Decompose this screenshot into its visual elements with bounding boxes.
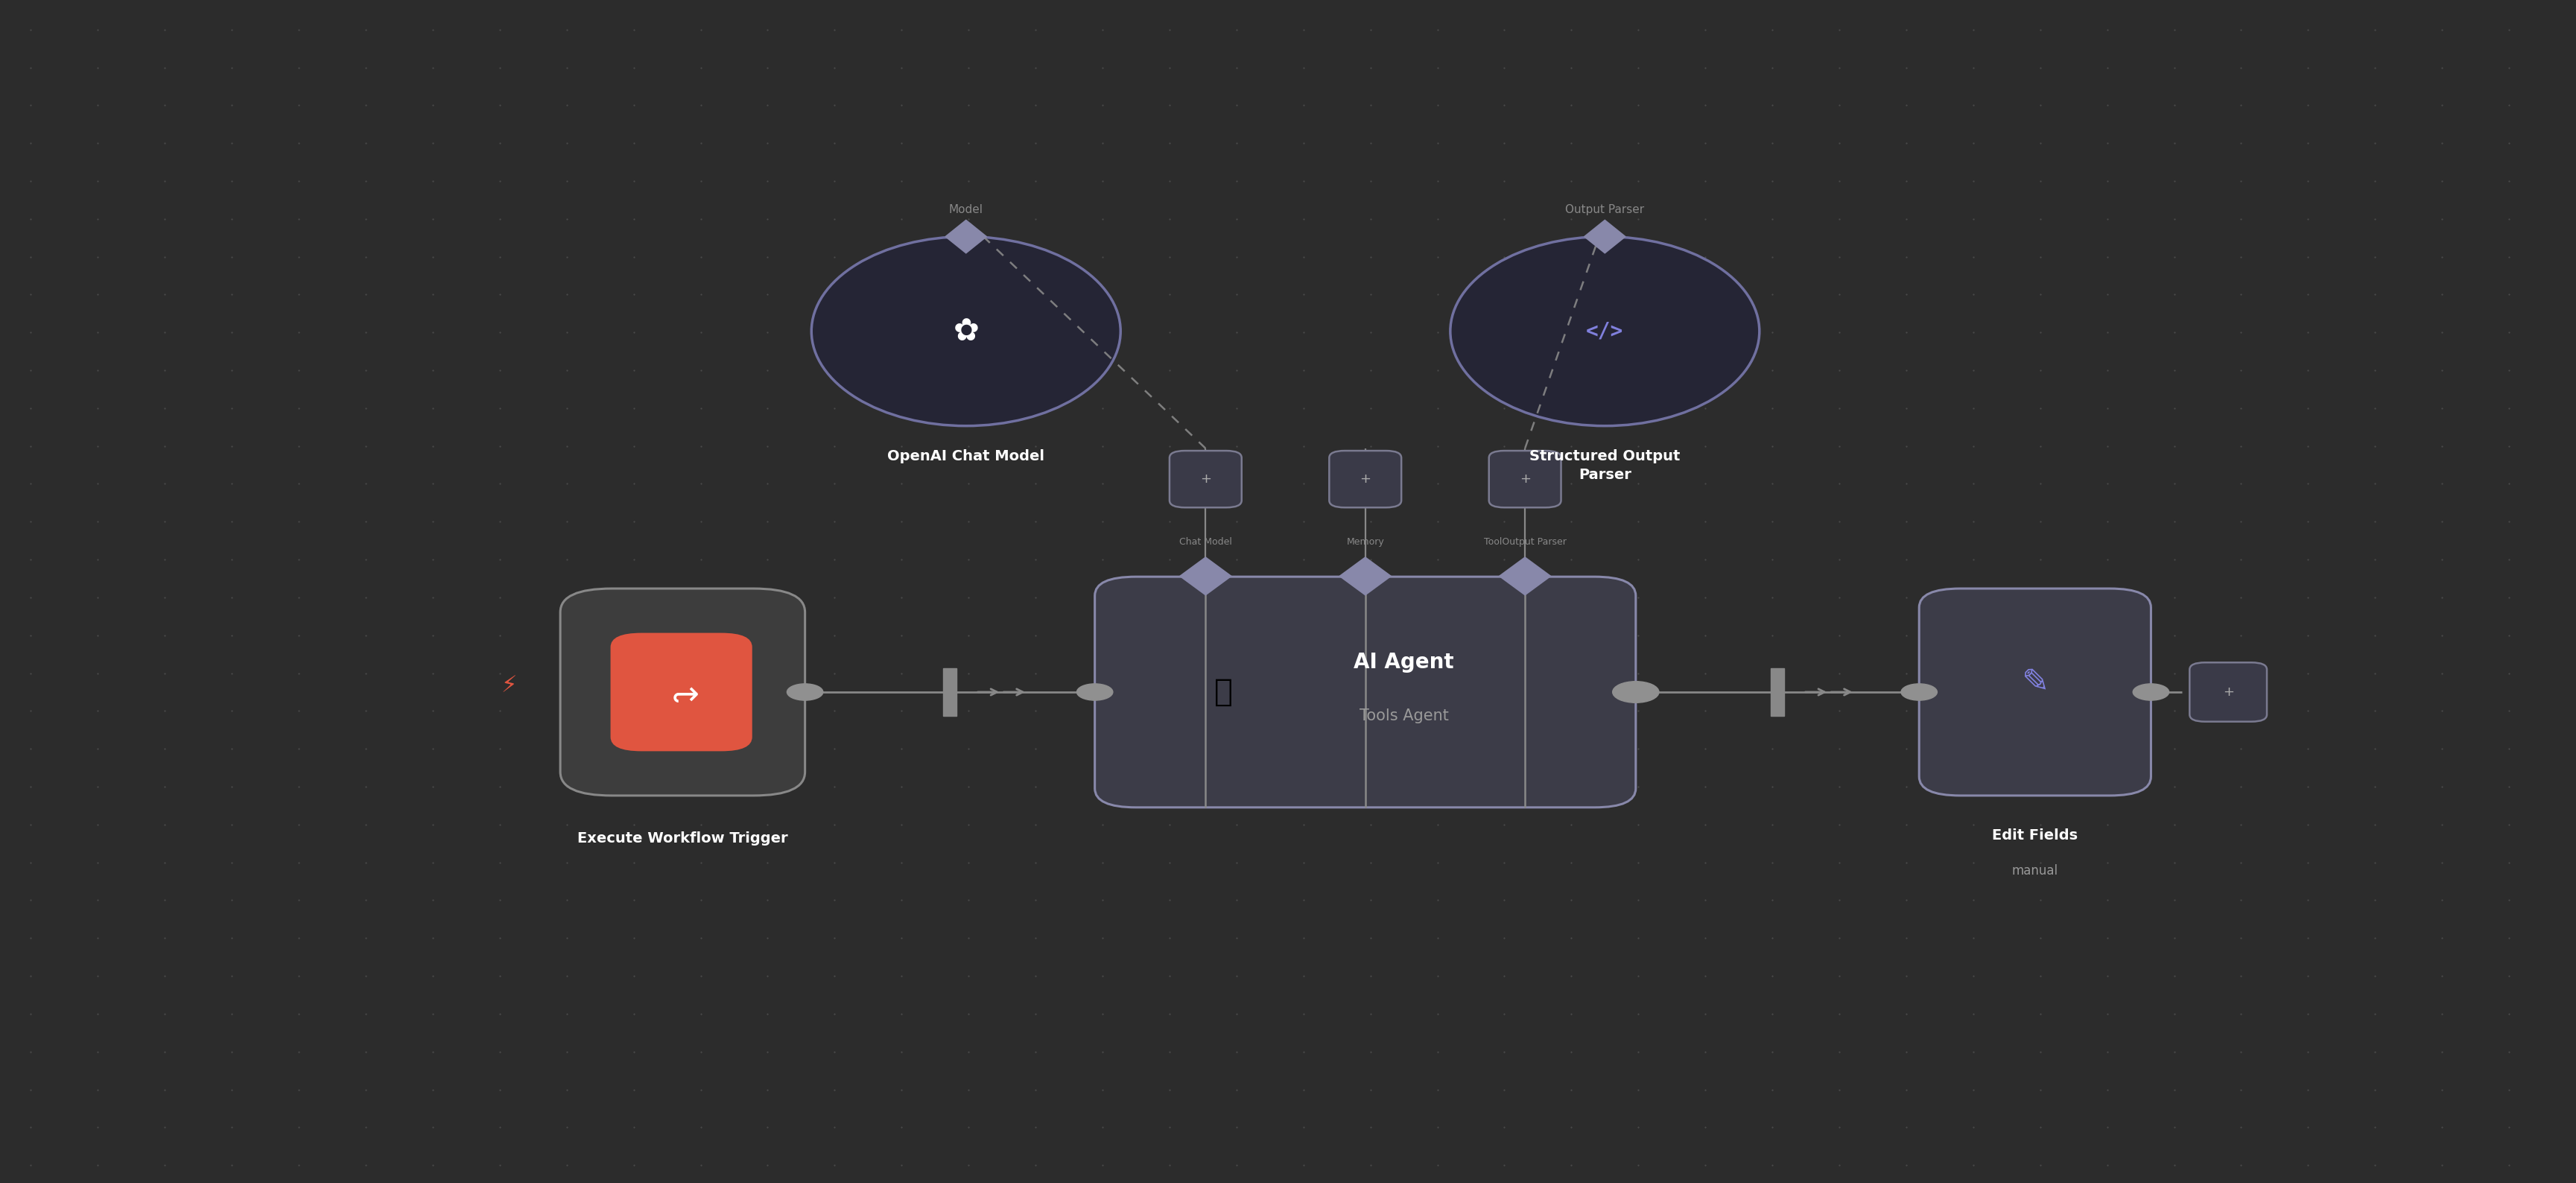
Text: Chat Model: Chat Model <box>1180 537 1231 547</box>
Circle shape <box>1613 681 1659 703</box>
Text: +: + <box>2223 685 2233 699</box>
Polygon shape <box>1499 557 1551 595</box>
Text: </>: </> <box>1587 321 1623 342</box>
Polygon shape <box>945 220 987 253</box>
FancyBboxPatch shape <box>1919 589 2151 795</box>
FancyBboxPatch shape <box>2190 662 2267 722</box>
Text: +: + <box>1200 472 1211 486</box>
FancyBboxPatch shape <box>1095 577 1636 807</box>
Circle shape <box>1901 684 1937 700</box>
Text: ToolOutput Parser: ToolOutput Parser <box>1484 537 1566 547</box>
Text: Model: Model <box>948 205 984 215</box>
Polygon shape <box>1584 220 1625 253</box>
Text: Structured Output
Parser: Structured Output Parser <box>1530 450 1680 483</box>
Bar <box>1772 668 1783 716</box>
Circle shape <box>1077 684 1113 700</box>
Text: +: + <box>1520 472 1530 486</box>
FancyBboxPatch shape <box>1170 451 1242 508</box>
Text: Execute Workflow Trigger: Execute Workflow Trigger <box>577 830 788 845</box>
Ellipse shape <box>1450 237 1759 426</box>
Bar <box>943 668 956 716</box>
Text: AI Agent: AI Agent <box>1355 652 1453 673</box>
Polygon shape <box>1340 557 1391 595</box>
FancyBboxPatch shape <box>562 589 804 795</box>
Circle shape <box>2133 684 2169 700</box>
Text: OpenAI Chat Model: OpenAI Chat Model <box>886 450 1046 464</box>
Polygon shape <box>1180 557 1231 595</box>
Ellipse shape <box>811 237 1121 426</box>
FancyBboxPatch shape <box>1329 451 1401 508</box>
Text: Tools Agent: Tools Agent <box>1360 709 1448 723</box>
Text: manual: manual <box>2012 864 2058 878</box>
Text: 🤖: 🤖 <box>1213 677 1234 707</box>
Text: ↩: ↩ <box>670 675 696 709</box>
Circle shape <box>788 684 822 700</box>
Text: ⚡: ⚡ <box>500 675 518 697</box>
Text: Output Parser: Output Parser <box>1566 205 1643 215</box>
Text: Edit Fields: Edit Fields <box>1991 828 2079 842</box>
FancyBboxPatch shape <box>1489 451 1561 508</box>
FancyBboxPatch shape <box>611 633 752 751</box>
Text: ✎: ✎ <box>2022 666 2048 699</box>
Text: ✿: ✿ <box>953 316 979 347</box>
Text: Memory: Memory <box>1347 537 1383 547</box>
Text: +: + <box>1360 472 1370 486</box>
